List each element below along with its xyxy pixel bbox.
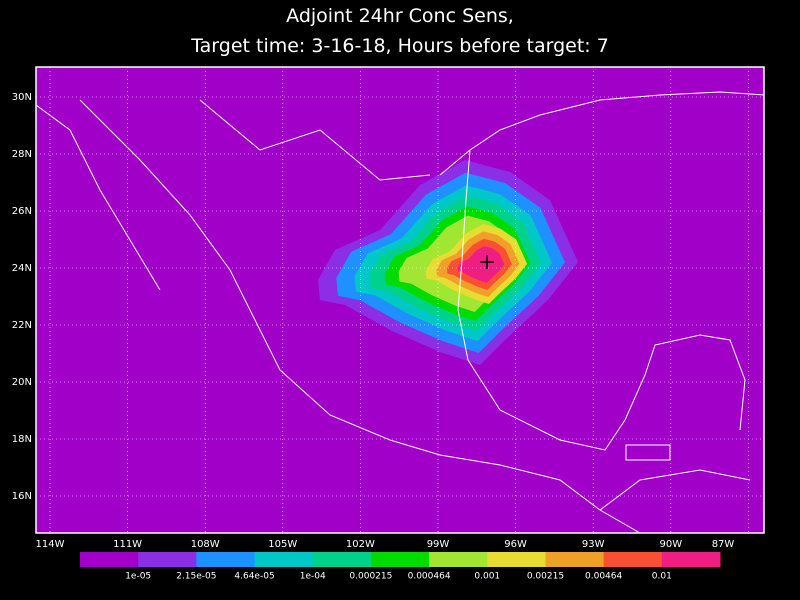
colorbar-swatch bbox=[429, 552, 488, 567]
coastline bbox=[457, 149, 746, 451]
colorbar-swatch bbox=[254, 552, 314, 567]
lat-label: 22N bbox=[12, 320, 32, 331]
lat-label: 16N bbox=[12, 491, 32, 502]
colorbar-label: 0.001 bbox=[474, 572, 500, 582]
contour-level bbox=[457, 246, 505, 283]
lon-label: 105W bbox=[268, 539, 297, 550]
lat-label: 28N bbox=[12, 149, 32, 160]
map-area bbox=[36, 67, 764, 533]
coastline bbox=[79, 99, 641, 533]
colorbar-label: 0.000464 bbox=[408, 572, 451, 582]
colorbar-swatch bbox=[545, 552, 605, 567]
lon-label: 96W bbox=[504, 539, 527, 550]
lon-label: 99W bbox=[427, 539, 450, 550]
map-frame bbox=[35, 66, 765, 534]
lon-label: 87W bbox=[712, 539, 735, 550]
coastline bbox=[36, 104, 161, 291]
target-marker bbox=[480, 255, 494, 269]
lat-label: 26N bbox=[12, 206, 32, 217]
colorbar-label: 0.00464 bbox=[585, 572, 622, 582]
colorbar-label: 0.000215 bbox=[349, 572, 392, 582]
colorbar-swatch bbox=[138, 552, 197, 567]
colorbar-swatch bbox=[370, 552, 430, 567]
colorbar-swatch bbox=[661, 552, 721, 567]
colorbar-swatch bbox=[80, 552, 139, 567]
coastline bbox=[625, 444, 671, 461]
lon-label: 108W bbox=[191, 539, 220, 550]
colorbar-swatch bbox=[487, 552, 546, 567]
lon-label: 111W bbox=[113, 539, 142, 550]
lat-label: 30N bbox=[12, 92, 32, 103]
colorbar-label: 1e-04 bbox=[300, 572, 326, 582]
coastline bbox=[199, 99, 431, 181]
colorbar-label: 1e-05 bbox=[125, 572, 151, 582]
colorbar-label: 2.15e-05 bbox=[176, 572, 216, 582]
colorbar-swatch bbox=[312, 552, 372, 567]
colorbar-label: 4.64e-05 bbox=[234, 572, 274, 582]
lon-label: 114W bbox=[36, 539, 65, 550]
lon-label: 93W bbox=[582, 539, 605, 550]
lat-label: 20N bbox=[12, 377, 32, 388]
colorbar-label: 0.00215 bbox=[527, 572, 564, 582]
colorbar-label: 0.01 bbox=[652, 572, 672, 582]
lon-label: 102W bbox=[346, 539, 375, 550]
lat-label: 24N bbox=[12, 263, 32, 274]
colorbar-swatch bbox=[196, 552, 256, 567]
title-line: Target time: 3-16-18, Hours before targe… bbox=[190, 35, 609, 57]
coastline bbox=[599, 469, 751, 511]
lon-label: 90W bbox=[659, 539, 682, 550]
coastline bbox=[439, 91, 764, 176]
lat-label: 18N bbox=[12, 434, 32, 445]
title-line: Adjoint 24hr Conc Sens, bbox=[286, 5, 514, 27]
colorbar-swatch bbox=[603, 552, 663, 567]
